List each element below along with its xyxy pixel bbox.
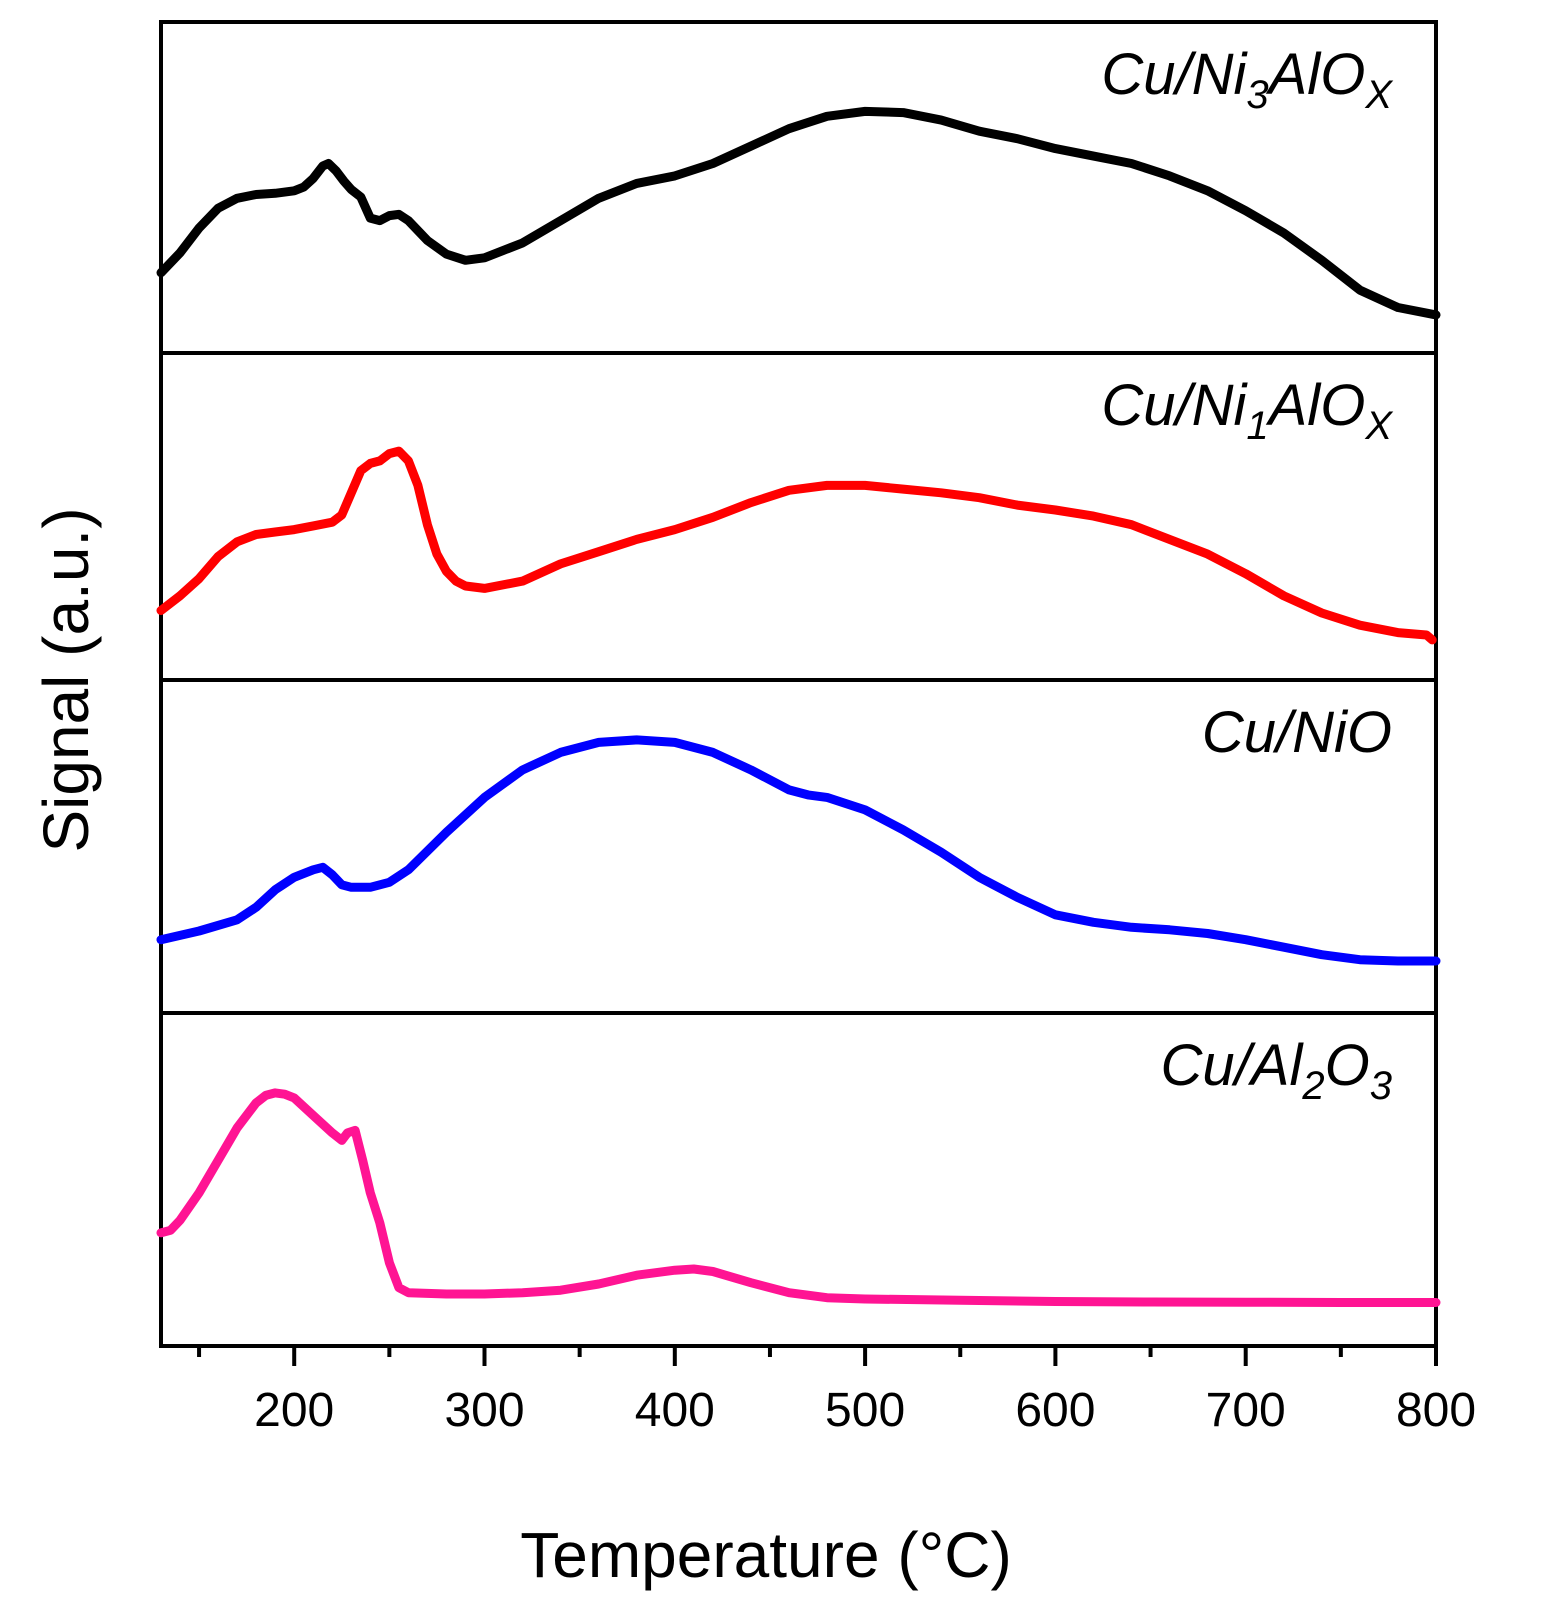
x-tick-label: 400 [635, 1384, 715, 1437]
panel-2: Cu/Ni1AlOX [156, 351, 1438, 682]
panel-4: Cu/Al2O3 [156, 1011, 1441, 1348]
panel-label-text: O [1325, 1033, 1370, 1098]
x-tick-label: 600 [1015, 1384, 1095, 1437]
series-line [156, 735, 1441, 966]
panel-label: Cu/Ni1AlOX [1101, 373, 1393, 448]
panel-3: Cu/NiO [156, 678, 1441, 1015]
x-tick-label: 200 [254, 1384, 334, 1437]
panel-label-text: Cu/Ni [1101, 42, 1248, 107]
panel-label-text: Cu/NiO [1202, 700, 1392, 765]
x-tick-label: 800 [1396, 1384, 1476, 1437]
panel-label-text: AlO [1266, 373, 1366, 438]
y-axis-title: Signal (a.u.) [30, 507, 102, 852]
x-tick-label: 500 [825, 1384, 905, 1437]
x-axis: 200 300 400 500 600 700 800 [197, 1346, 1476, 1437]
x-tick-label: 700 [1206, 1384, 1286, 1437]
panel-label-subscript: 2 [1301, 1064, 1324, 1108]
panel-label-subscript: 3 [1246, 73, 1268, 117]
panel-label: Cu/NiO [1202, 700, 1392, 765]
panel-label-text: Cu/Ni [1101, 373, 1248, 438]
series-line [156, 1088, 1441, 1307]
series-line [156, 446, 1437, 645]
panel-label-subscript: 1 [1246, 404, 1268, 448]
panel-label-subscript: 3 [1370, 1064, 1392, 1108]
panel-label-subscript: X [1364, 73, 1393, 117]
panel-label-subscript: X [1364, 404, 1393, 448]
panel-1: Cu/Ni3AlOX [156, 20, 1441, 355]
panel-label: Cu/Al2O3 [1161, 1033, 1392, 1108]
series-line [156, 106, 1441, 320]
panel-label: Cu/Ni3AlOX [1101, 42, 1393, 117]
x-axis-title: Temperature (°C) [520, 1519, 1012, 1591]
panel-label-text: AlO [1266, 42, 1366, 107]
panel-label-text: Cu/Al [1161, 1033, 1305, 1098]
panel-frame [159, 1011, 1438, 1348]
x-tick-label: 300 [444, 1384, 524, 1437]
